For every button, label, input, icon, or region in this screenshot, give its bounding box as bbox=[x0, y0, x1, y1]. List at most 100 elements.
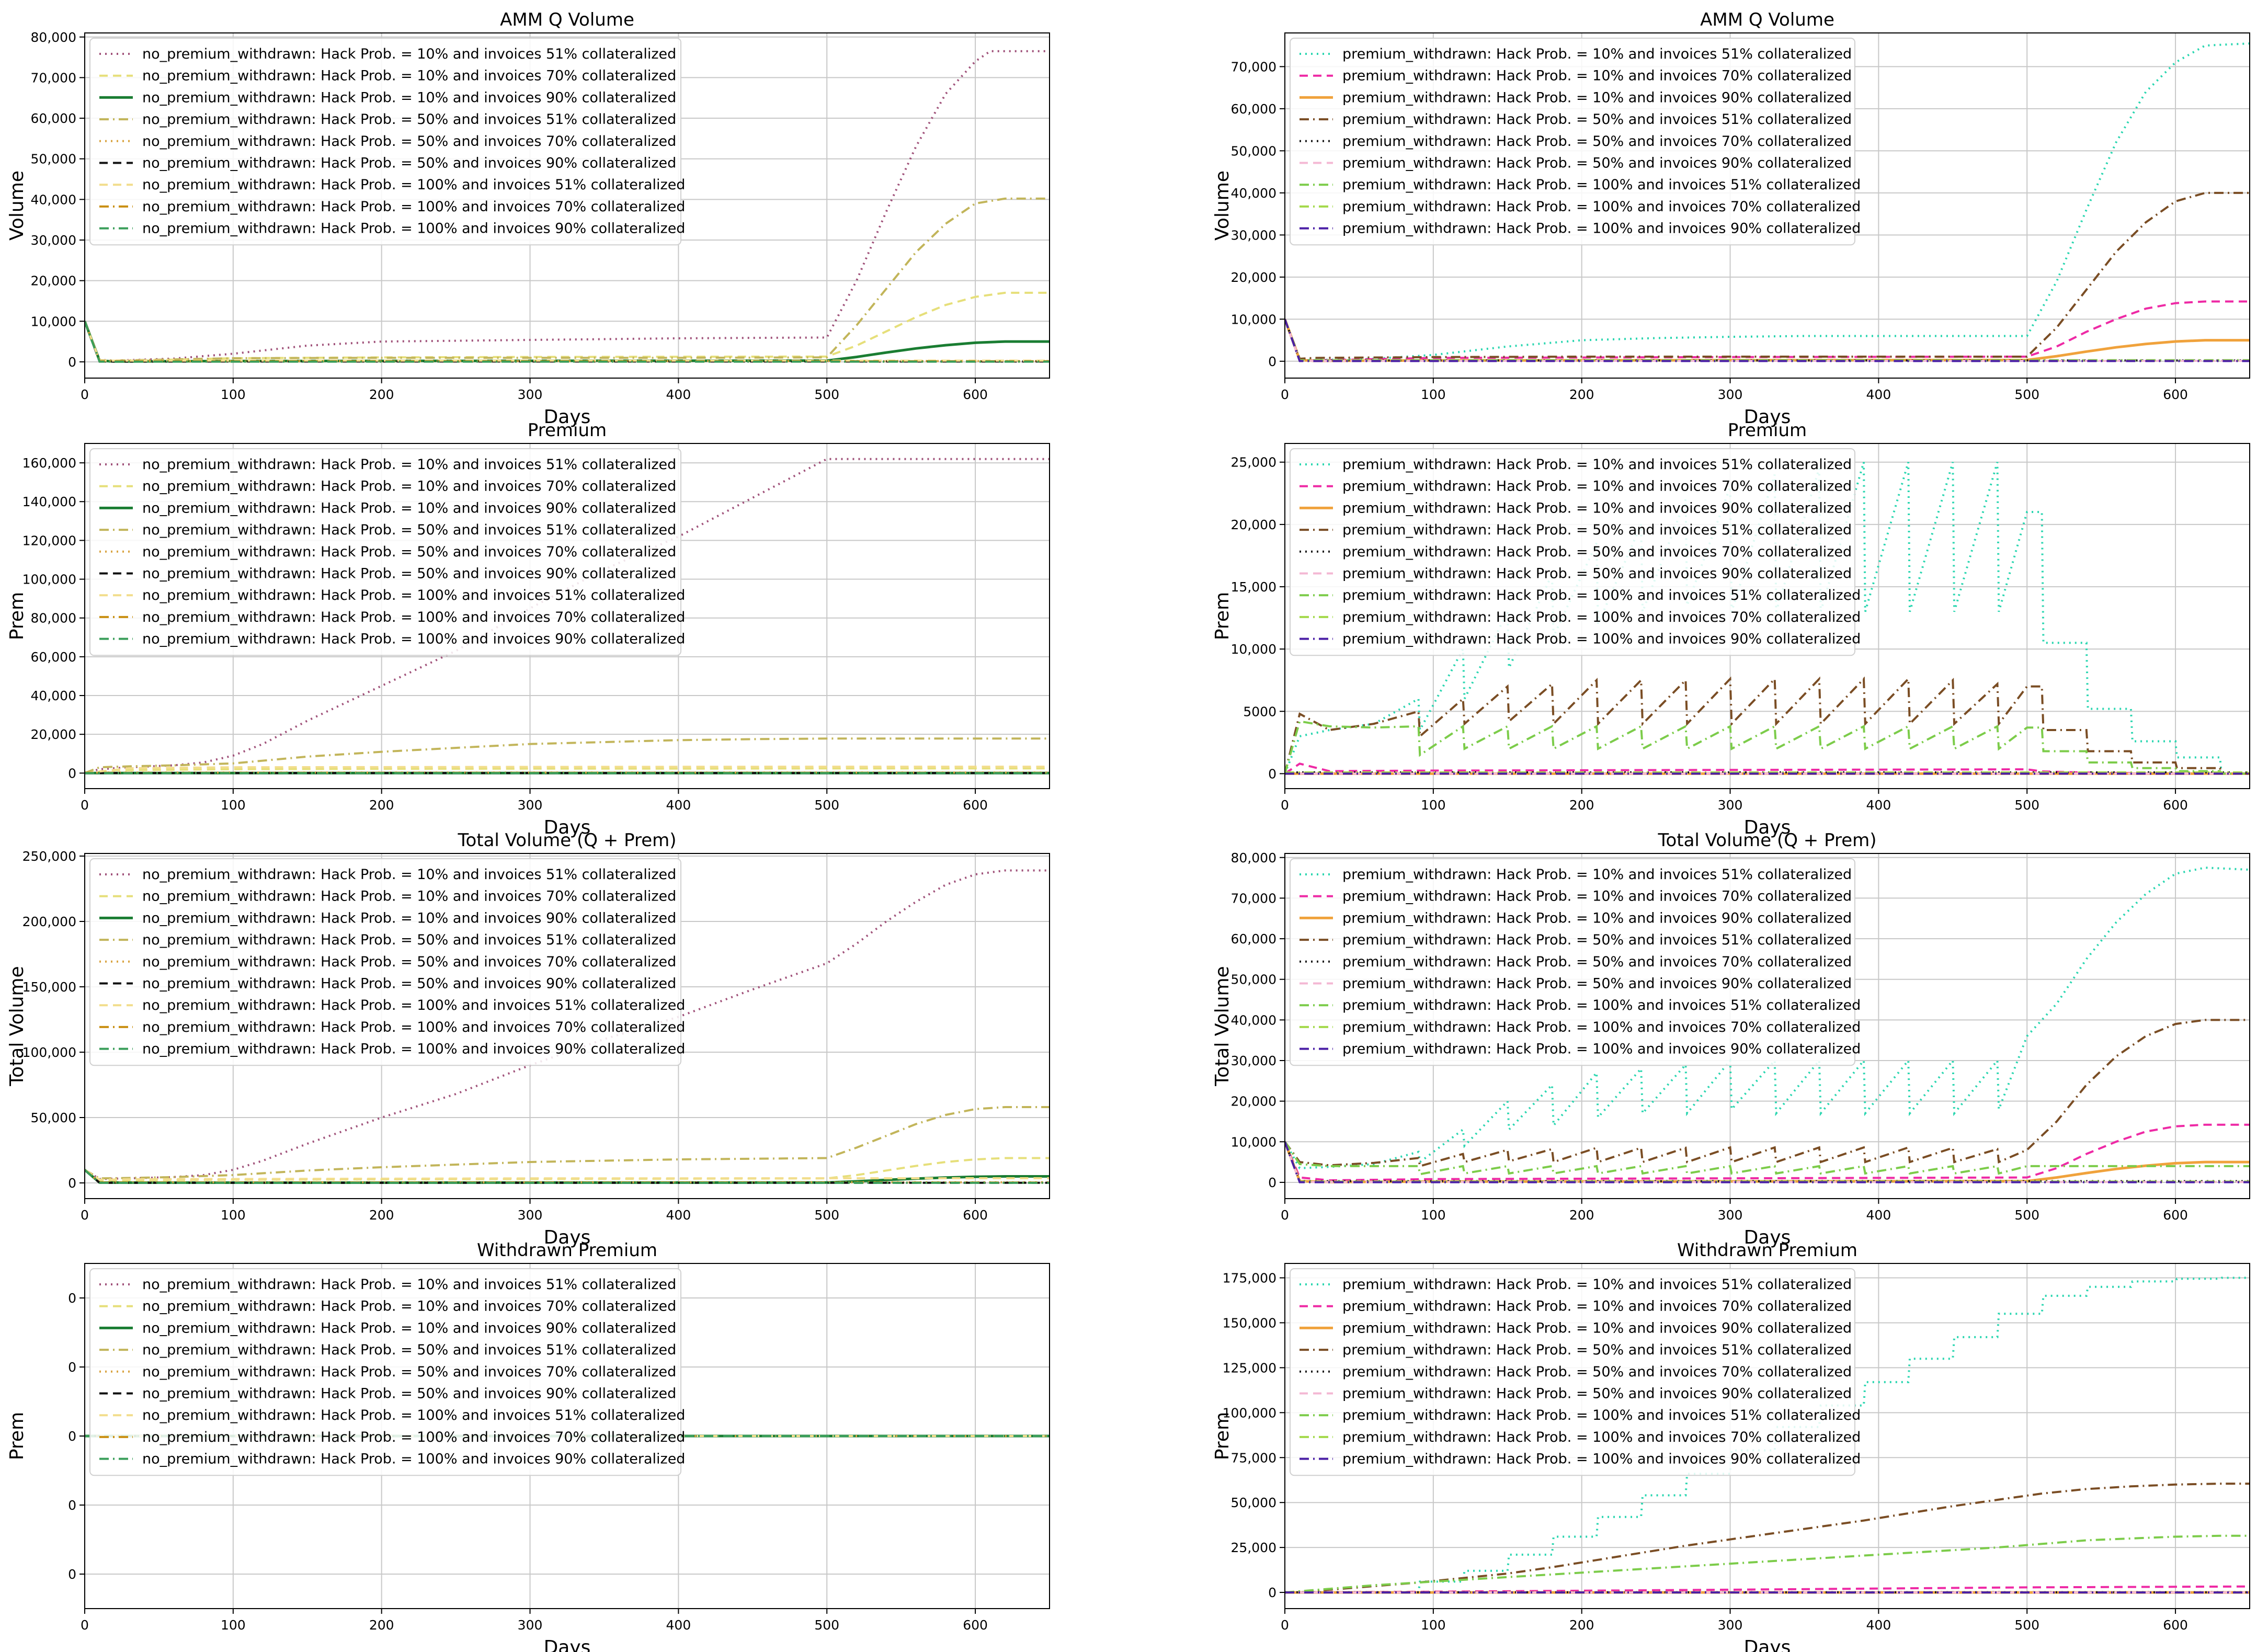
y-tick-label: 15,000 bbox=[1231, 579, 1276, 595]
series-line-3 bbox=[1285, 1141, 2250, 1183]
legend-label: premium_withdrawn: Hack Prob. = 100% and… bbox=[1342, 1041, 1861, 1057]
legend-label: no_premium_withdrawn: Hack Prob. = 10% a… bbox=[142, 1277, 676, 1293]
legend-label: no_premium_withdrawn: Hack Prob. = 50% a… bbox=[142, 544, 676, 560]
chart-panel-1: 0 100 200 300 400 500 600 0 10,000 20,000 30,000 40… bbox=[6, 9, 1050, 428]
series-line-7 bbox=[85, 1169, 1050, 1181]
legend-label: premium_withdrawn: Hack Prob. = 10% and … bbox=[1342, 910, 1852, 926]
y-tick-label: 0 bbox=[68, 1360, 76, 1375]
y-axis-label: Prem bbox=[6, 592, 28, 640]
x-tick-label: 500 bbox=[2014, 1617, 2039, 1633]
chart-panel-7: 0 100 200 300 400 500 600 0 0 0 0 0 Withdrawn Premiu… bbox=[6, 1240, 1050, 1652]
x-tick-label: 600 bbox=[2163, 797, 2188, 813]
series-line-1 bbox=[85, 50, 1050, 362]
axes-frame bbox=[1284, 1263, 2250, 1609]
legend-box bbox=[1290, 448, 1855, 656]
x-axis-label: Days bbox=[1744, 817, 1791, 838]
legend-label: premium_withdrawn: Hack Prob. = 10% and … bbox=[1342, 500, 1852, 516]
legend-label: no_premium_withdrawn: Hack Prob. = 10% a… bbox=[142, 888, 676, 905]
x-tick-label: 300 bbox=[518, 387, 543, 402]
legend-label: premium_withdrawn: Hack Prob. = 10% and … bbox=[1342, 1298, 1852, 1315]
y-tick-label: 25,000 bbox=[1231, 1540, 1276, 1555]
legend-label: no_premium_withdrawn: Hack Prob. = 50% a… bbox=[142, 566, 676, 582]
x-tick-label: 600 bbox=[2163, 1207, 2188, 1223]
legend: no_premium_withdrawn: Hack Prob. = 10% a… bbox=[89, 858, 685, 1066]
axes-frame bbox=[1284, 853, 2250, 1199]
x-tick-label: 100 bbox=[221, 387, 246, 402]
x-tick-label: 100 bbox=[1421, 797, 1446, 813]
x-tick-label: 600 bbox=[963, 1617, 988, 1633]
series-line-9 bbox=[85, 1169, 1050, 1184]
legend-label: premium_withdrawn: Hack Prob. = 10% and … bbox=[1342, 457, 1852, 473]
y-tick-label: 60,000 bbox=[31, 650, 76, 665]
y-tick-label: 20,000 bbox=[1231, 270, 1276, 285]
series-line-7 bbox=[85, 766, 1050, 774]
y-tick-label: 100,000 bbox=[1223, 1405, 1276, 1420]
legend-label: no_premium_withdrawn: Hack Prob. = 100% … bbox=[142, 1041, 685, 1057]
axes-frame bbox=[84, 853, 1050, 1199]
x-tick-label: 300 bbox=[518, 797, 543, 813]
x-tick-label: 100 bbox=[221, 1617, 246, 1633]
x-tick-label: 200 bbox=[369, 387, 394, 402]
chart-title: Withdrawn Premium bbox=[477, 1240, 657, 1261]
chart-title: Premium bbox=[1728, 420, 1807, 441]
legend: no_premium_withdrawn: Hack Prob. = 10% a… bbox=[89, 1268, 685, 1476]
x-tick-label: 200 bbox=[369, 1207, 394, 1223]
legend-label: no_premium_withdrawn: Hack Prob. = 50% a… bbox=[142, 932, 676, 948]
legend-label: no_premium_withdrawn: Hack Prob. = 50% a… bbox=[142, 1364, 676, 1380]
y-tick-label: 0 bbox=[1268, 1585, 1276, 1600]
y-tick-label: 40,000 bbox=[31, 192, 76, 207]
legend-label: premium_withdrawn: Hack Prob. = 10% and … bbox=[1342, 888, 1852, 905]
y-tick-label: 30,000 bbox=[1231, 1053, 1276, 1068]
x-axis-label: Days bbox=[1744, 1637, 1791, 1652]
legend-label: no_premium_withdrawn: Hack Prob. = 100% … bbox=[142, 1451, 685, 1467]
y-tick-label: 0 bbox=[1268, 354, 1276, 369]
legend-box bbox=[1290, 38, 1855, 246]
x-tick-label: 500 bbox=[814, 1207, 839, 1223]
x-tick-label: 300 bbox=[1718, 1207, 1743, 1223]
x-tick-label: 600 bbox=[963, 387, 988, 402]
legend-label: no_premium_withdrawn: Hack Prob. = 100% … bbox=[142, 1429, 685, 1445]
y-tick-label: 30,000 bbox=[31, 233, 76, 248]
legend-label: no_premium_withdrawn: Hack Prob. = 100% … bbox=[142, 587, 685, 603]
series-line-4 bbox=[85, 737, 1050, 774]
legend-label: premium_withdrawn: Hack Prob. = 50% and … bbox=[1342, 1342, 1852, 1358]
x-axis-label: Days bbox=[1744, 1227, 1791, 1248]
legend-label: premium_withdrawn: Hack Prob. = 100% and… bbox=[1342, 997, 1861, 1013]
legend-box bbox=[89, 448, 681, 656]
x-tick-label: 100 bbox=[1421, 1207, 1446, 1223]
legend-label: premium_withdrawn: Hack Prob. = 50% and … bbox=[1342, 932, 1852, 948]
series-line-3 bbox=[85, 1169, 1050, 1184]
legend-label: premium_withdrawn: Hack Prob. = 10% and … bbox=[1342, 89, 1852, 106]
y-tick-label: 60,000 bbox=[1231, 101, 1276, 117]
y-tick-label: 0 bbox=[1268, 766, 1276, 781]
legend-label: premium_withdrawn: Hack Prob. = 10% and … bbox=[1342, 1277, 1852, 1293]
y-tick-label: 70,000 bbox=[1231, 891, 1276, 906]
legend: premium_withdrawn: Hack Prob. = 10% and … bbox=[1290, 38, 1861, 246]
chart-panel-6: 0 100 200 300 400 500 600 0 10,000 20,000 30,000 40… bbox=[1212, 830, 2250, 1248]
x-tick-label: 0 bbox=[81, 387, 89, 402]
legend: premium_withdrawn: Hack Prob. = 10% and … bbox=[1290, 1268, 1861, 1476]
legend-label: premium_withdrawn: Hack Prob. = 50% and … bbox=[1342, 566, 1852, 582]
legend-label: premium_withdrawn: Hack Prob. = 10% and … bbox=[1342, 478, 1852, 495]
y-tick-label: 40,000 bbox=[1231, 1012, 1276, 1028]
y-tick-label: 100,000 bbox=[22, 572, 76, 587]
series-line-1 bbox=[1285, 867, 2250, 1169]
y-tick-label: 80,000 bbox=[31, 611, 76, 626]
legend-label: premium_withdrawn: Hack Prob. = 10% and … bbox=[1342, 1320, 1852, 1336]
x-tick-label: 300 bbox=[1718, 797, 1743, 813]
series-line-9 bbox=[85, 321, 1050, 363]
legend-label: premium_withdrawn: Hack Prob. = 100% and… bbox=[1342, 1019, 1861, 1035]
legend-box bbox=[1290, 858, 1855, 1066]
axes-frame bbox=[84, 443, 1050, 789]
chart-panel-4: 0 100 200 300 400 500 600 0 5000 10,000 15,000 20,0… bbox=[1212, 420, 2250, 838]
y-tick-label: 10,000 bbox=[1231, 1134, 1276, 1149]
legend-label: no_premium_withdrawn: Hack Prob. = 50% a… bbox=[142, 1386, 676, 1402]
y-tick-label: 75,000 bbox=[1231, 1450, 1276, 1465]
legend-label: premium_withdrawn: Hack Prob. = 50% and … bbox=[1342, 1386, 1852, 1402]
legend-label: no_premium_withdrawn: Hack Prob. = 10% a… bbox=[142, 1320, 676, 1336]
y-tick-label: 175,000 bbox=[1223, 1271, 1276, 1286]
y-tick-label: 50,000 bbox=[1231, 143, 1276, 158]
legend-label: no_premium_withdrawn: Hack Prob. = 50% a… bbox=[142, 522, 676, 538]
legend-label: no_premium_withdrawn: Hack Prob. = 100% … bbox=[142, 997, 685, 1013]
x-tick-label: 600 bbox=[2163, 1617, 2188, 1633]
